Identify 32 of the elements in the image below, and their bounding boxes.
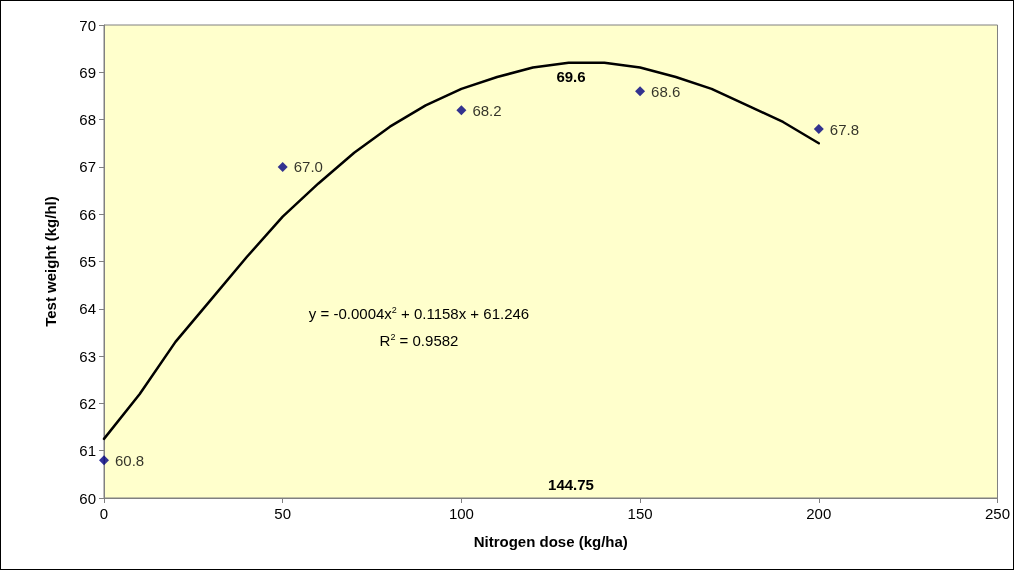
data-label: 68.2 — [472, 101, 502, 119]
data-label: 67.8 — [829, 120, 859, 138]
point — [277, 161, 288, 172]
point — [813, 124, 824, 135]
annotation: 69.6 — [556, 68, 586, 85]
y-tick-label: 60 — [79, 489, 96, 507]
y-tick-label: 62 — [79, 394, 96, 412]
y-axis-title: Test weight (kg/hl) — [42, 196, 59, 327]
data-label: 68.6 — [651, 82, 681, 100]
y-tick-label: 64 — [79, 300, 96, 318]
y-tick-label: 70 — [79, 16, 96, 34]
point — [456, 105, 467, 116]
y-tick-label: 67 — [79, 158, 96, 176]
y-tick-label: 68 — [79, 111, 96, 129]
data-label: 60.8 — [115, 451, 145, 469]
point — [99, 455, 109, 466]
x-tick-label: 200 — [806, 505, 832, 522]
x-axis-title: Nitrogen dose (kg/ha) — [473, 533, 628, 550]
x-tick-label: 150 — [627, 505, 653, 522]
y-tick-label: 69 — [79, 63, 96, 81]
x-tick-label: 50 — [274, 505, 292, 522]
x-tick-label: 250 — [984, 505, 1010, 522]
line-series — [102, 61, 821, 441]
annotation: 144.75 — [548, 476, 594, 493]
y-tick-label: 66 — [79, 205, 96, 223]
data-label: 67.0 — [293, 158, 323, 176]
point — [635, 86, 646, 97]
y-tick-label: 61 — [79, 442, 96, 460]
x-tick-label: 100 — [448, 505, 474, 522]
x-tick-label: 0 — [99, 505, 109, 522]
y-tick-label: 65 — [79, 253, 96, 270]
y-tick-label: 63 — [79, 347, 96, 365]
